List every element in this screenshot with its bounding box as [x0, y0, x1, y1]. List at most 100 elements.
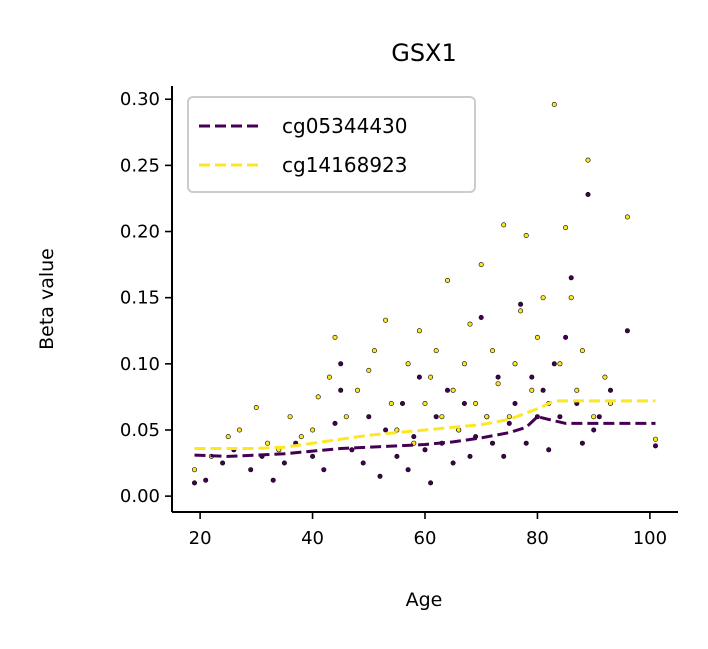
data-point-cg14168923	[405, 361, 411, 367]
data-point-cg14168923	[591, 414, 597, 420]
data-point-cg05344430	[518, 301, 524, 307]
data-point-cg05344430	[399, 400, 405, 406]
data-point-cg14168923	[416, 328, 422, 334]
data-point-cg14168923	[444, 277, 450, 283]
y-tick-label: 0.25	[120, 155, 160, 176]
x-tick-label: 40	[301, 528, 324, 549]
data-point-cg05344430	[523, 440, 529, 446]
y-tick-label: 0.20	[120, 222, 160, 243]
data-point-cg05344430	[377, 473, 383, 479]
data-point-cg05344430	[203, 477, 209, 483]
data-point-cg14168923	[518, 308, 524, 314]
y-tick-label: 0.15	[120, 288, 160, 309]
data-point-cg14168923	[225, 434, 231, 440]
data-point-cg14168923	[315, 394, 321, 400]
data-point-cg14168923	[450, 387, 456, 393]
trend-line-cg05344430	[194, 415, 656, 458]
data-point-cg14168923	[585, 157, 591, 163]
data-point-cg05344430	[338, 387, 344, 393]
data-point-cg05344430	[422, 447, 428, 453]
y-axis-label: Beta value	[36, 248, 58, 350]
data-point-cg05344430	[321, 467, 327, 473]
data-point-cg14168923	[456, 427, 462, 433]
data-point-cg05344430	[192, 480, 198, 486]
x-axis-label: Age	[406, 589, 443, 611]
data-point-cg05344430	[591, 427, 597, 433]
data-point-cg14168923	[310, 427, 316, 433]
x-tick-label: 100	[633, 528, 667, 549]
data-point-cg14168923	[192, 467, 198, 473]
data-point-cg14168923	[574, 387, 580, 393]
data-point-cg14168923	[467, 321, 473, 327]
data-point-cg14168923	[343, 414, 349, 420]
data-point-cg05344430	[512, 400, 518, 406]
data-point-cg05344430	[495, 374, 501, 380]
data-point-cg05344430	[360, 460, 366, 466]
data-point-cg05344430	[220, 460, 226, 466]
data-point-cg14168923	[433, 348, 439, 354]
data-point-cg05344430	[551, 361, 557, 367]
legend-label: cg05344430	[282, 114, 408, 138]
data-point-cg14168923	[354, 387, 360, 393]
data-point-cg14168923	[579, 348, 585, 354]
data-point-cg05344430	[461, 400, 467, 406]
data-point-cg14168923	[388, 400, 394, 406]
data-point-cg05344430	[501, 453, 507, 459]
y-tick-label: 0.10	[120, 354, 160, 375]
data-point-cg14168923	[540, 295, 546, 301]
data-point-cg05344430	[349, 447, 355, 453]
axes: 20 40 60 80 100 0.00 0.05 0.10 0.15 0.20 0.25 0.30	[120, 86, 678, 549]
data-point-cg05344430	[281, 460, 287, 466]
data-point-cg05344430	[557, 414, 563, 420]
data-point-cg14168923	[265, 440, 271, 446]
data-point-cg05344430	[467, 453, 473, 459]
x-tick-label: 80	[526, 528, 549, 549]
data-point-cg14168923	[512, 361, 518, 367]
data-point-cg14168923	[298, 434, 304, 440]
data-point-cg14168923	[253, 404, 259, 410]
data-point-cg05344430	[411, 434, 417, 440]
data-point-cg05344430	[585, 192, 591, 198]
data-point-cg05344430	[270, 477, 276, 483]
data-point-cg14168923	[366, 367, 372, 373]
data-point-cg05344430	[529, 374, 535, 380]
data-point-cg14168923	[473, 400, 479, 406]
data-point-cg05344430	[568, 275, 574, 281]
data-point-cg05344430	[624, 328, 630, 334]
data-point-cg05344430	[546, 447, 552, 453]
legend: cg05344430 cg14168923	[187, 96, 476, 193]
y-tick-label: 0.30	[120, 89, 160, 110]
data-point-cg05344430	[579, 440, 585, 446]
data-point-cg14168923	[478, 262, 484, 268]
x-tick-label: 60	[414, 528, 437, 549]
data-point-cg14168923	[506, 414, 512, 420]
data-point-cg05344430	[607, 387, 613, 393]
data-point-cg05344430	[416, 374, 422, 380]
data-point-cg14168923	[523, 233, 529, 239]
data-point-cg14168923	[652, 436, 658, 442]
data-point-cg14168923	[371, 348, 377, 354]
data-point-cg14168923	[484, 414, 490, 420]
data-point-cg14168923	[529, 387, 535, 393]
data-point-cg14168923	[495, 381, 501, 387]
data-point-cg14168923	[489, 348, 495, 354]
legend-label: cg14168923	[282, 153, 408, 177]
data-point-cg14168923	[568, 295, 574, 301]
data-point-cg05344430	[489, 440, 495, 446]
data-point-cg14168923	[534, 334, 540, 340]
data-point-cg14168923	[383, 317, 389, 323]
data-point-cg14168923	[551, 102, 557, 108]
data-point-cg14168923	[602, 374, 608, 380]
data-point-cg05344430	[394, 453, 400, 459]
data-point-cg05344430	[248, 467, 254, 473]
data-point-cg05344430	[652, 443, 658, 449]
data-point-cg05344430	[506, 420, 512, 426]
data-point-cg05344430	[428, 480, 434, 486]
data-point-cg05344430	[450, 460, 456, 466]
data-point-cg05344430	[563, 334, 569, 340]
y-tick-label: 0.05	[120, 420, 160, 441]
data-point-cg14168923	[428, 374, 434, 380]
data-point-cg14168923	[422, 400, 428, 406]
data-point-cg05344430	[534, 414, 540, 420]
data-point-cg14168923	[287, 414, 293, 420]
